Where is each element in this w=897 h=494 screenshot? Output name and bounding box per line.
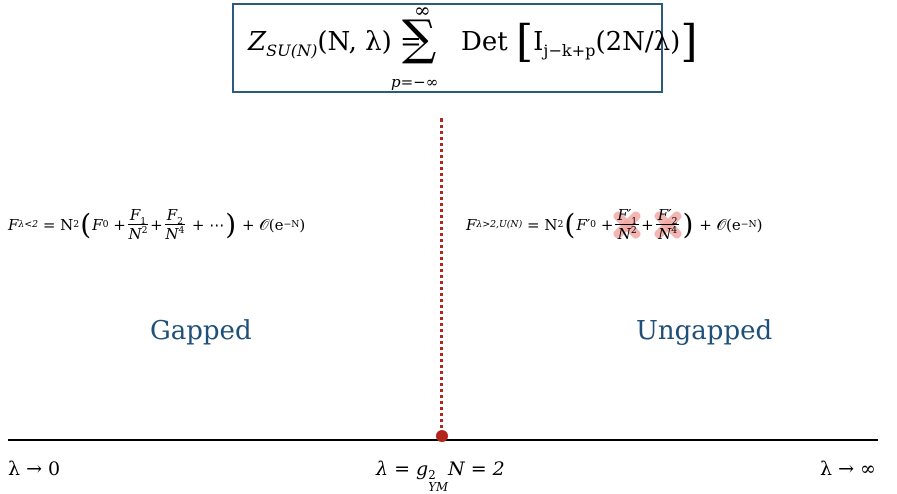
crossed-out-term-2: F′2 N4 [654, 206, 682, 243]
strong-coupling-label: λ → ∞ [820, 458, 876, 480]
right-bracket: ] [680, 16, 698, 67]
critical-point-dot [436, 430, 448, 442]
weak-coupling-label: λ → 0 [8, 458, 61, 480]
ungapped-phase-label: Ungapped [636, 316, 773, 346]
gapped-phase-label: Gapped [150, 316, 252, 346]
sum-symbol: ∑ [402, 10, 437, 66]
critical-coupling-label: λ = g 2 YM N = 2 [376, 458, 505, 494]
left-bracket: [ [515, 16, 534, 67]
gapped-term-1: F1 N2 [127, 206, 149, 243]
partition-function-box [232, 3, 663, 93]
partition-function-lhs: ZSU(N)(N, λ) = [248, 27, 422, 61]
gapped-term-2: F2 N4 [164, 206, 186, 243]
critical-point-line [440, 118, 443, 436]
partition-function-rhs: Det [Ij−k+p(2N/λ)] [461, 16, 698, 67]
crossed-out-term-1: F′1 N2 [613, 206, 641, 243]
sum-lower-limit: p=−∞ [391, 73, 439, 91]
sum-upper-limit: ∞ [414, 0, 431, 22]
